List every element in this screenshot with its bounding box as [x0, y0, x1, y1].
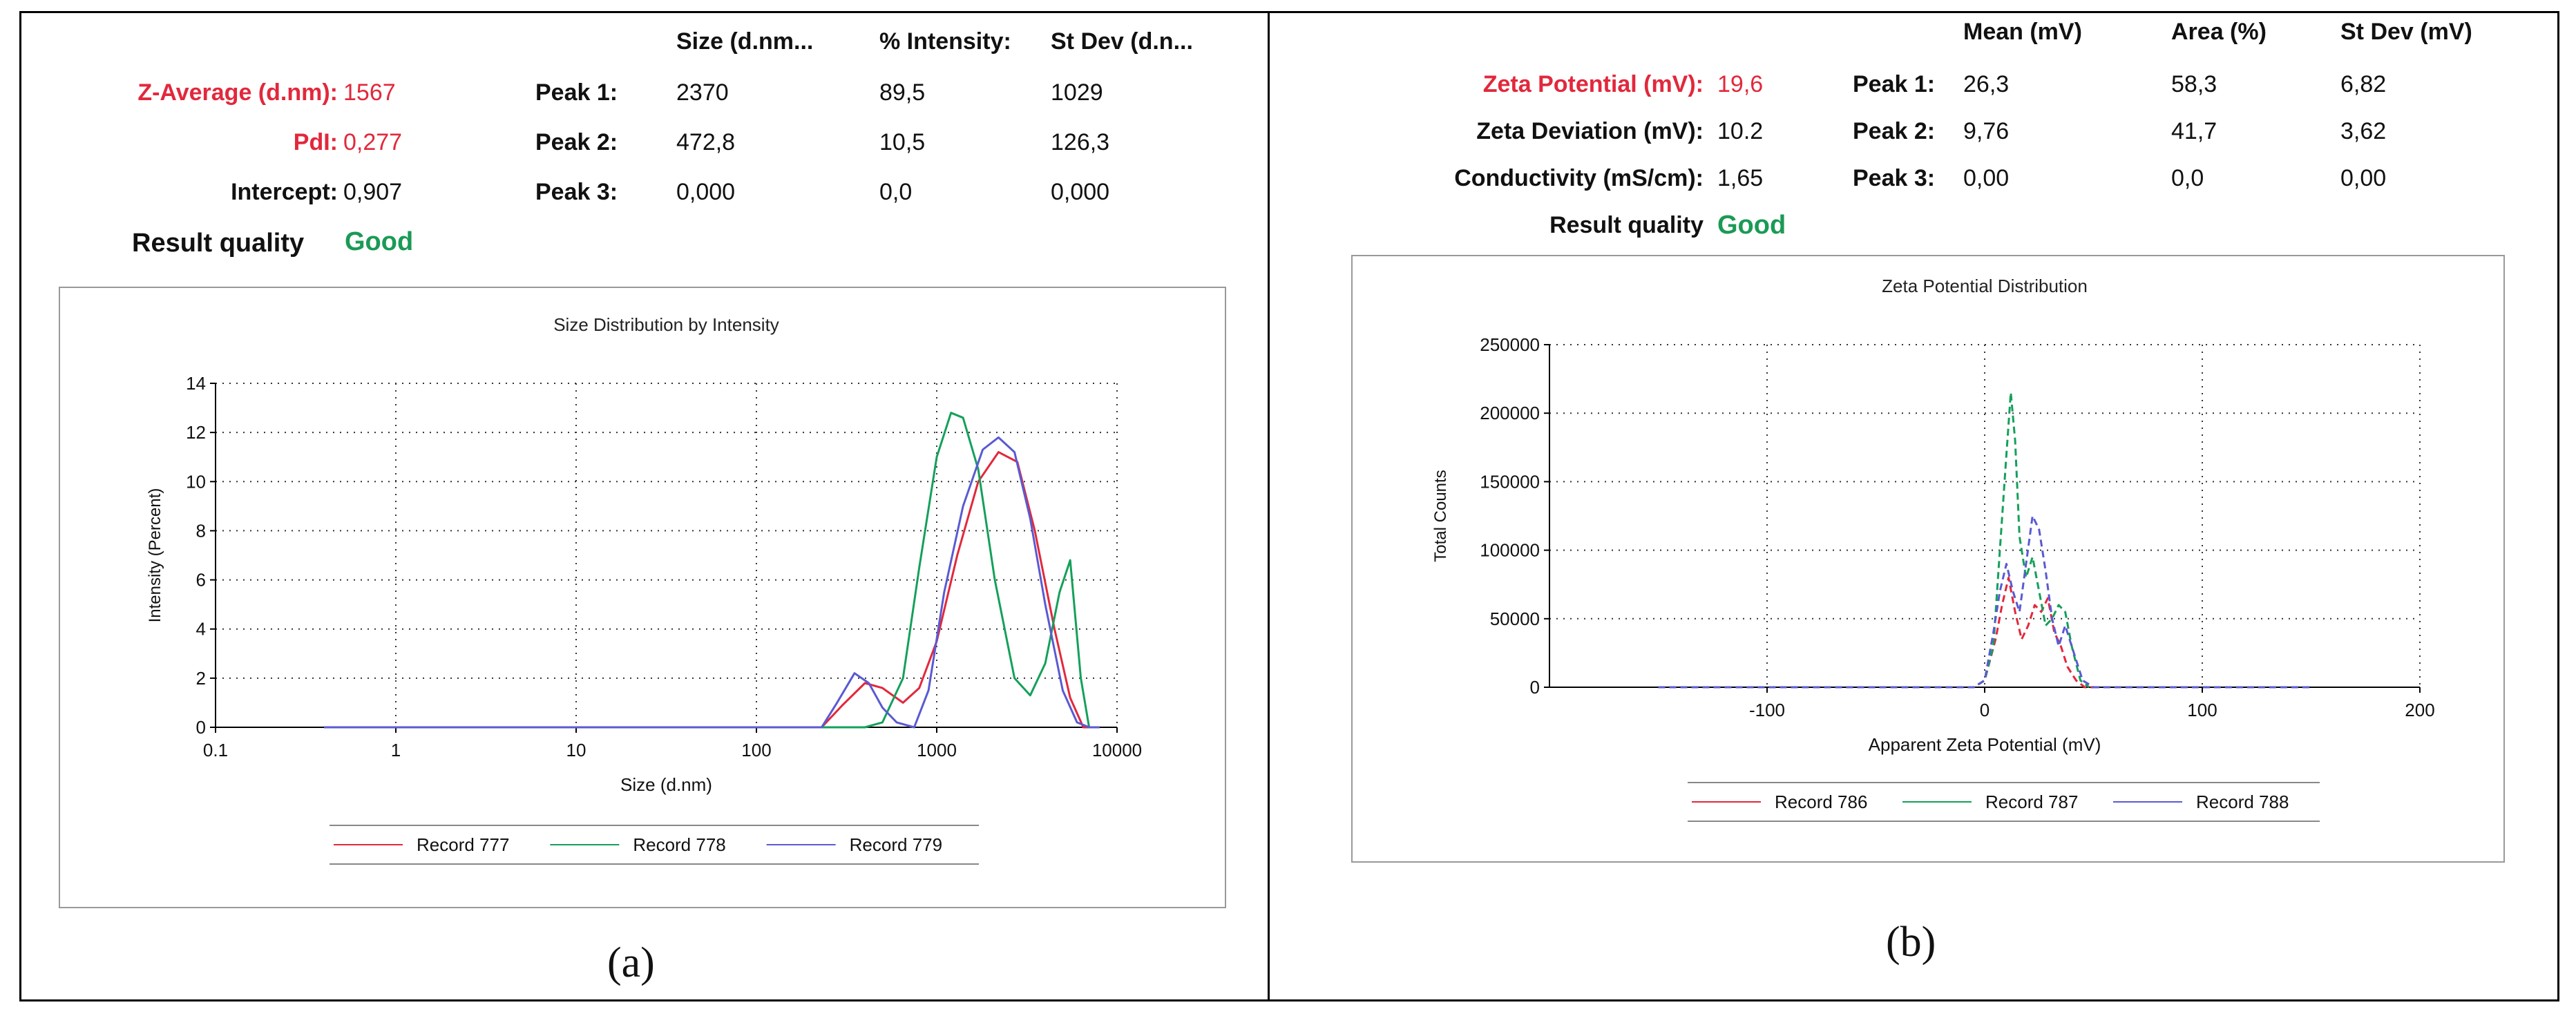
peak-1-b-label: Peak 1:: [1853, 71, 1936, 97]
result-quality-label: Result quality: [132, 229, 305, 258]
peak-1-mean: 26,3: [1963, 71, 2010, 97]
x-tick-label: 100: [741, 740, 771, 760]
series-line-2: [1658, 391, 2090, 689]
zeta-potential-label: Zeta Potential (mV):: [1482, 71, 1704, 97]
stdev-mv-header: St Dev (mV): [2340, 19, 2472, 45]
y-tick-label: 250000: [1480, 334, 1540, 355]
x-tick-label: 200: [2405, 700, 2434, 720]
x-tick-label: -100: [1749, 700, 1785, 720]
peak-2-label: Peak 2:: [535, 129, 618, 155]
zeta-potential-value: 19,6: [1717, 71, 1764, 97]
size-distribution-chart: Size Distribution by Intensity 0 2 4 6 8 10 12 1…: [146, 314, 1142, 865]
y-tick-label: 12: [186, 422, 206, 443]
intercept-value: 0,907: [343, 179, 403, 205]
size-distribution-chart-box: Size Distribution by Intensity 0 2 4 6 8 10 12 1…: [59, 287, 1226, 908]
result-quality-b-label: Result quality: [1549, 212, 1704, 238]
y-axis-label: Intensity (Percent): [146, 488, 164, 623]
conductivity-value: 1,65: [1717, 165, 1764, 191]
peak-3-size: 0,000: [676, 179, 736, 205]
zeta-distribution-chart-box: Zeta Potential Distribution 0 50000 100000 1…: [1351, 255, 2505, 863]
peak-3-b-label: Peak 3:: [1853, 165, 1936, 191]
y-tick-label: 8: [196, 520, 206, 541]
x-tick-label: 1000: [917, 740, 957, 760]
peak-2-stdev-mv: 3,62: [2340, 118, 2387, 144]
peak-2-mean: 9,76: [1963, 118, 2010, 144]
x-tick-label: 0.1: [203, 740, 228, 760]
x-tick-label: 10: [566, 740, 586, 760]
legend-label: Record 788: [2196, 792, 2289, 812]
area-header: Area (%): [2171, 19, 2267, 45]
y-tick-label: 4: [196, 619, 206, 640]
x-axis-label: Apparent Zeta Potential (mV): [1869, 734, 2101, 755]
series-line-3: [1658, 515, 2311, 689]
z-average-label: Z-Average (d.nm):: [137, 79, 338, 106]
peak-3-intensity: 0,0: [879, 179, 913, 205]
x-tick-label: 10000: [1092, 740, 1142, 760]
chart-title: Size Distribution by Intensity: [553, 314, 779, 335]
intensity-header: % Intensity:: [879, 28, 1011, 55]
y-tick-label: 2: [196, 668, 206, 689]
zeta-deviation-label: Zeta Deviation (mV):: [1476, 118, 1704, 144]
series-line-2: [324, 412, 1100, 729]
mean-header: Mean (mV): [1963, 19, 2082, 45]
chart-title: Zeta Potential Distribution: [1882, 276, 2088, 296]
y-tick-label: 0: [196, 717, 206, 738]
z-average-value: 1567: [343, 79, 396, 106]
peak-3-area: 0,0: [2171, 165, 2204, 191]
legend-label: Record 778: [633, 834, 725, 855]
series-line-1: [324, 451, 1100, 729]
y-tick-label: 6: [196, 570, 206, 591]
y-tick-label: 14: [186, 373, 206, 394]
x-axis-label: Size (d.nm): [620, 774, 712, 795]
y-axis-label: Total Counts: [1431, 470, 1450, 562]
size-header: Size (d.nm...: [676, 28, 814, 55]
x-tick-label: 0: [1980, 700, 1990, 720]
peak-3-stdev: 0,000: [1051, 179, 1110, 205]
y-tick-label: 0: [1530, 677, 1540, 698]
panel-b-caption: (b): [1886, 919, 1936, 966]
y-tick-label: 10: [186, 471, 206, 492]
series-line-3: [324, 436, 1100, 729]
y-tick-label: 50000: [1490, 608, 1540, 629]
x-tick-label: 1: [391, 740, 401, 760]
legend-label: Record 787: [1985, 792, 2078, 812]
peak-3-label: Peak 3:: [535, 179, 618, 205]
peak-1-stdev-mv: 6,82: [2340, 71, 2387, 97]
peak-2-stdev: 126,3: [1051, 129, 1110, 155]
result-quality-b-value: Good: [1717, 211, 1786, 240]
conductivity-label: Conductivity (mS/cm):: [1454, 165, 1704, 191]
result-quality-value: Good: [345, 227, 414, 256]
y-tick-label: 200000: [1480, 403, 1540, 423]
peak-1-label: Peak 1:: [535, 79, 618, 106]
legend-label: Record 779: [850, 834, 942, 855]
peak-2-size: 472,8: [676, 129, 736, 155]
intercept-label: Intercept:: [231, 179, 338, 205]
zeta-deviation-value: 10.2: [1717, 118, 1764, 144]
zeta-distribution-chart: Zeta Potential Distribution 0 50000 100000 1…: [1431, 276, 2435, 822]
series-line-1: [1658, 576, 2094, 689]
peak-1-size: 2370: [676, 79, 729, 106]
peak-3-mean: 0,00: [1963, 165, 2010, 191]
y-tick-label: 150000: [1480, 471, 1540, 492]
legend-label: Record 777: [417, 834, 509, 855]
panel-b: Mean (mV) Area (%) St Dev (mV) Zeta Pote…: [1268, 11, 2559, 1001]
panel-a: Size (d.nm... % Intensity: St Dev (d.n..…: [19, 11, 1270, 1001]
stdev-header: St Dev (d.n...: [1051, 28, 1193, 55]
peak-2-intensity: 10,5: [879, 129, 926, 155]
y-tick-label: 100000: [1480, 540, 1540, 561]
panel-a-caption: (a): [607, 939, 655, 986]
legend-label: Record 786: [1775, 792, 1867, 812]
peak-2-b-label: Peak 2:: [1853, 118, 1936, 144]
peak-1-area: 58,3: [2171, 71, 2217, 97]
pdi-label: PdI:: [293, 129, 338, 155]
pdi-value: 0,277: [343, 129, 403, 155]
peak-1-intensity: 89,5: [879, 79, 926, 106]
peak-1-stdev: 1029: [1051, 79, 1103, 106]
peak-2-area: 41,7: [2171, 118, 2217, 144]
x-tick-label: 100: [2187, 700, 2217, 720]
peak-3-stdev-mv: 0,00: [2340, 165, 2387, 191]
